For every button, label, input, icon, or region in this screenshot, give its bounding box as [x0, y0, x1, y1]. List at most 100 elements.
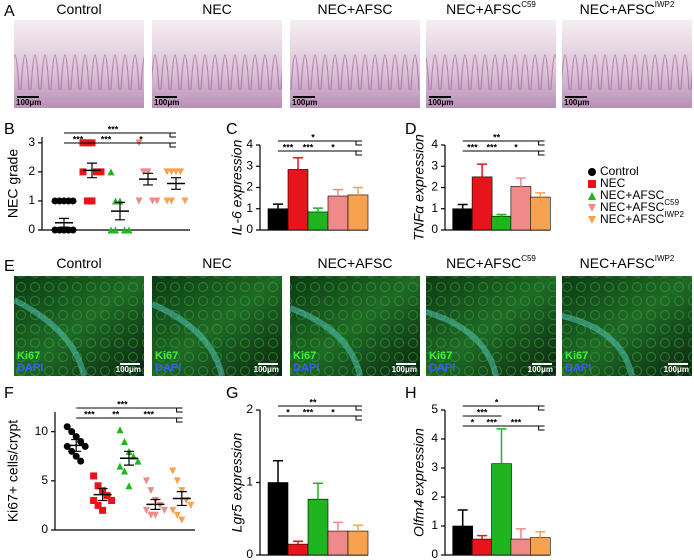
data-point	[151, 511, 159, 519]
data-point	[160, 506, 168, 514]
data-point	[103, 492, 111, 500]
error-bar	[477, 534, 488, 540]
bar	[267, 208, 289, 231]
significance-label: **	[112, 409, 120, 419]
bar	[510, 538, 532, 556]
y-tick-label: 4	[431, 431, 438, 445]
significance-label: ***	[467, 142, 478, 152]
data-point	[168, 197, 175, 205]
data-point	[169, 506, 177, 514]
significance-label: *	[139, 134, 143, 144]
data-point	[69, 197, 77, 205]
group-superscript: IWP2	[664, 210, 684, 219]
group-label: NEC+AFSC	[317, 1, 392, 17]
data-point	[144, 168, 152, 176]
y-tick-label: 4	[246, 137, 253, 151]
data-point	[63, 442, 71, 450]
data-point	[147, 487, 155, 495]
scale-bar-label: 100μm	[154, 98, 179, 107]
data-point	[125, 226, 133, 234]
data-point	[142, 506, 150, 514]
y-tick-label: 3	[431, 460, 438, 474]
error-bar	[496, 428, 507, 464]
error-bar	[535, 531, 546, 538]
group-name: Control	[56, 255, 101, 271]
scale-bar-label: 100μm	[16, 98, 41, 107]
significance-label: ***	[283, 142, 294, 152]
panel-letter: F	[4, 385, 14, 402]
group-name: NEC+AFSC	[317, 255, 392, 271]
legend-label: Control	[600, 164, 639, 178]
bar	[287, 543, 309, 556]
significance-fork	[530, 405, 545, 411]
y-axis-label: Ki67+ cells/crypt	[5, 420, 21, 522]
data-point	[181, 197, 189, 205]
significance-label: *	[471, 417, 475, 427]
y-tick-label: 5	[431, 402, 438, 416]
group-name: NEC+AFSC	[600, 212, 665, 226]
bar	[529, 537, 551, 556]
significance-label: *	[331, 407, 335, 417]
y-tick-label: 2	[246, 180, 253, 194]
data-point	[168, 168, 175, 176]
group-superscript: C59	[664, 198, 679, 207]
significance-label: *	[495, 397, 499, 407]
data-point	[140, 168, 147, 176]
significance-label: ***	[73, 134, 84, 144]
significance-fork	[168, 417, 183, 423]
group-label: NEC	[202, 1, 232, 17]
data-point	[187, 501, 195, 509]
data-point	[94, 482, 102, 490]
legend-marker	[588, 180, 596, 188]
group-label: NEC+AFSCC59	[446, 0, 536, 17]
group-label: Control	[56, 255, 101, 271]
crypt-texture	[426, 276, 556, 376]
epithelium-band	[288, 305, 363, 377]
group-name: NEC	[202, 1, 232, 17]
y-axis-label: IL-6 expression	[229, 139, 245, 235]
significance-label: *	[514, 142, 518, 152]
error-bar	[97, 488, 108, 502]
error-bar	[143, 172, 153, 186]
error-bar	[535, 192, 546, 198]
group-name: NEC+AFSC	[600, 188, 665, 202]
data-point	[72, 433, 80, 441]
y-tick-label: 0	[28, 222, 35, 236]
y-axis-label: NEC grade	[5, 149, 21, 218]
group-name: NEC+AFSC	[600, 200, 665, 214]
villi-texture	[290, 20, 420, 108]
scale-bar-label: 100μm	[116, 365, 141, 374]
group-superscript: C59	[521, 0, 536, 9]
significance-fork	[162, 132, 176, 138]
stain-label: DAPI	[17, 362, 43, 374]
significance-fork	[162, 142, 176, 148]
y-axis-label: Olfm4 expression	[411, 428, 427, 537]
data-point	[135, 197, 143, 205]
panel-letter: D	[405, 121, 417, 138]
data-point	[156, 501, 164, 509]
group-name: NEC	[600, 176, 626, 190]
stain-label: DAPI	[155, 362, 181, 374]
data-point	[97, 168, 105, 176]
data-point	[90, 497, 98, 504]
y-tick-label: 0	[431, 547, 438, 560]
epithelium-band	[561, 313, 635, 377]
crypt-texture	[152, 276, 282, 376]
crypt-texture	[290, 276, 420, 376]
data-point	[88, 197, 96, 205]
error-bar	[457, 203, 468, 209]
data-point	[77, 457, 85, 465]
significance-fork	[348, 150, 362, 156]
villi-texture	[152, 20, 282, 108]
significance-label: *	[331, 142, 335, 152]
epithelium-band	[12, 297, 87, 377]
y-tick-label: 1	[28, 193, 35, 207]
data-point	[63, 423, 71, 431]
bar	[471, 176, 493, 231]
group-name: Control	[56, 1, 101, 17]
significance-label: ***	[487, 142, 498, 152]
data-point	[68, 428, 76, 436]
